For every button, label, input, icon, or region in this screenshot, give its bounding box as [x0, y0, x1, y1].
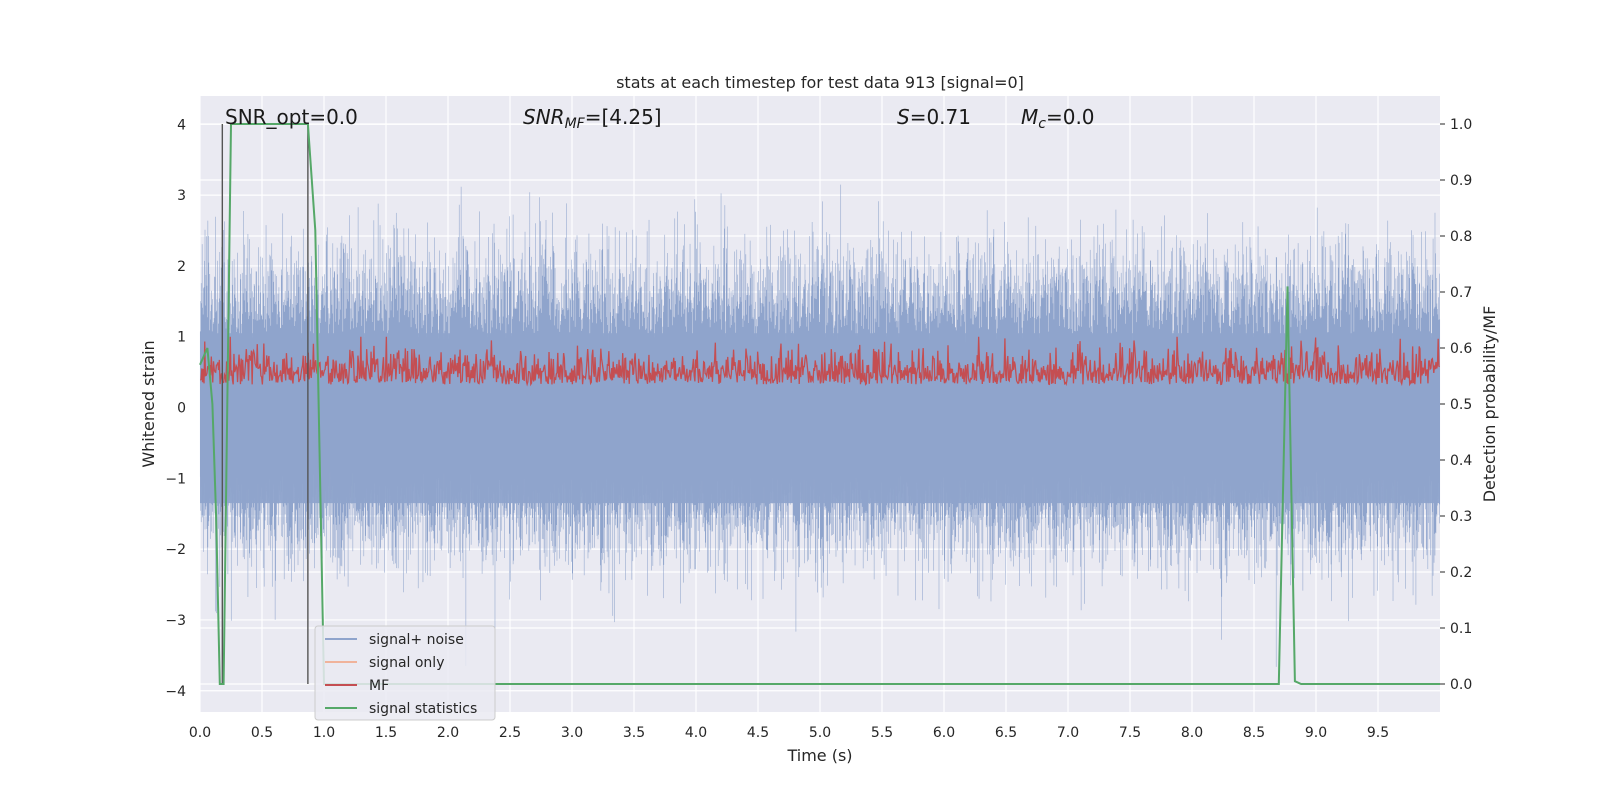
vertical-markers — [221, 124, 309, 684]
x-axis-ticks: 0.0 0.5 1.0 1.5 2.0 2.5 3.0 3.5 4.0 4.5 5.0 5.5 6.0 6… — [189, 725, 1389, 741]
y-right-tick-label: 1.0 — [1450, 117, 1472, 133]
annotation-s-name: S — [897, 105, 910, 129]
annotation-snr-mf: SNRMF=[4.25] — [523, 105, 662, 132]
y-right-tick-label: 0.7 — [1450, 285, 1472, 301]
series-signal-statistics — [199, 123, 1440, 685]
annotation-snr-mf-name: SNR — [523, 105, 565, 129]
x-tick-label: 6.5 — [995, 725, 1017, 741]
legend-label-signal-only: signal only — [369, 655, 444, 671]
x-tick-label: 6.0 — [933, 725, 955, 741]
y-left-tick-label: −3 — [165, 613, 186, 629]
y-left-tick-label: 2 — [177, 259, 186, 275]
y-left-tick-label: −1 — [165, 471, 186, 487]
legend: signal+ noise signal only MF signal stat… — [314, 625, 496, 721]
x-tick-label: 4.0 — [685, 725, 707, 741]
y-right-tick-label: 0.3 — [1450, 509, 1472, 525]
y-axis-left-label: Whitened strain — [139, 340, 158, 467]
x-tick-label: 3.0 — [561, 725, 583, 741]
y-axis-left-ticks: 4 3 2 1 0 −1 −2 −3 −4 — [165, 117, 186, 699]
y-right-tick-label: 0.4 — [1450, 453, 1472, 469]
y-left-tick-label: 4 — [177, 117, 186, 133]
x-tick-label: 9.5 — [1367, 725, 1389, 741]
mf-line — [199, 336, 1441, 387]
signal-statistics-line — [199, 123, 1440, 685]
chart-title: stats at each timestep for test data 913… — [616, 73, 1024, 92]
y-right-tick-label: 0.5 — [1450, 397, 1472, 413]
x-tick-label: 1.5 — [375, 725, 397, 741]
x-tick-label: 4.5 — [747, 725, 769, 741]
annotation-mc-name: M — [1021, 105, 1038, 129]
y-axis-right-label: Detection probability/MF — [1480, 306, 1499, 503]
x-tick-label: 0.0 — [189, 725, 211, 741]
y-left-tick-label: −4 — [165, 684, 186, 700]
y-left-tick-label: −2 — [165, 542, 186, 558]
annotation-snr-mf-value: =[4.25] — [585, 105, 662, 129]
x-tick-label: 5.0 — [809, 725, 831, 741]
y-left-tick-label: 1 — [177, 330, 186, 346]
x-tick-label: 7.5 — [1119, 725, 1141, 741]
y-right-tick-label: 0.6 — [1450, 341, 1472, 357]
annotation-mc: Mc=0.0 — [1021, 105, 1095, 132]
y-right-tick-label: 0.9 — [1450, 173, 1472, 189]
annotation-snr-mf-sub: MF — [565, 116, 586, 132]
y-left-tick-label: 0 — [177, 401, 186, 417]
x-tick-label: 9.0 — [1305, 725, 1327, 741]
legend-label-signal-statistics: signal statistics — [369, 701, 477, 717]
legend-label-signal-noise: signal+ noise — [369, 632, 464, 648]
x-tick-label: 2.5 — [499, 725, 521, 741]
x-tick-label: 0.5 — [251, 725, 273, 741]
annotation-s-value: =0.71 — [910, 105, 971, 129]
annotation-s: S=0.71 — [897, 105, 971, 129]
y-right-tick-label: 0.1 — [1450, 621, 1472, 637]
x-tick-label: 3.5 — [623, 725, 645, 741]
legend-label-mf: MF — [369, 678, 389, 694]
y-left-tick-label: 3 — [177, 188, 186, 204]
y-right-tick-label: 0.0 — [1450, 677, 1472, 693]
x-tick-label: 2.0 — [437, 725, 459, 741]
series-mf — [199, 336, 1441, 387]
x-axis-label: Time (s) — [786, 746, 852, 765]
x-tick-label: 8.5 — [1243, 725, 1265, 741]
annotation-mc-sub: c — [1038, 116, 1046, 132]
y-axis-right-ticks: 1.0 0.9 0.8 0.7 0.6 0.5 0.4 0.3 0.2 0.1 0.0 — [1440, 117, 1472, 693]
y-right-tick-label: 0.8 — [1450, 229, 1472, 245]
x-tick-label: 1.0 — [313, 725, 335, 741]
annotation-mc-value: =0.0 — [1046, 105, 1095, 129]
y-right-tick-label: 0.2 — [1450, 565, 1472, 581]
x-tick-label: 5.5 — [871, 725, 893, 741]
legend-box — [314, 625, 496, 721]
x-tick-label: 8.0 — [1181, 725, 1203, 741]
annotation-snr-opt: SNR_opt=0.0 — [225, 105, 358, 129]
x-tick-label: 7.0 — [1057, 725, 1079, 741]
